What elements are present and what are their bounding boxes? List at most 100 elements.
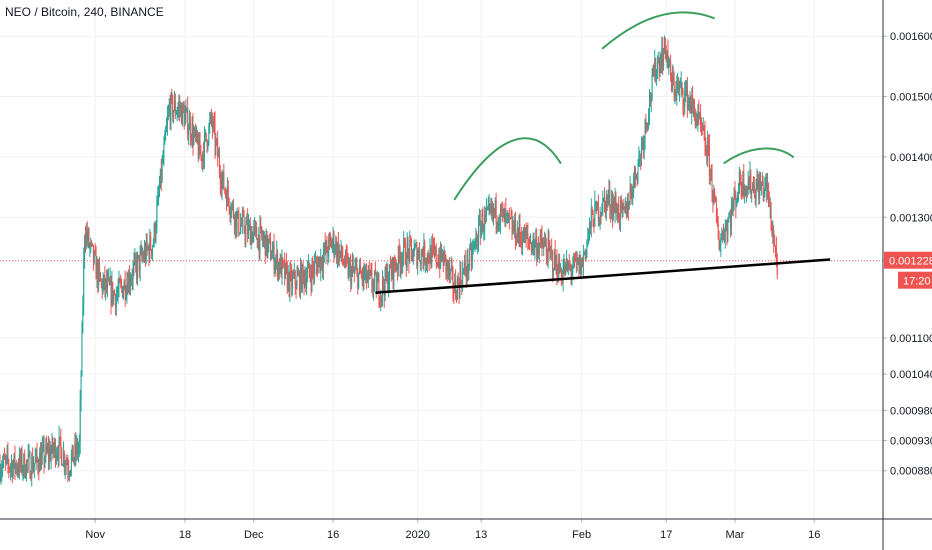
candle-body [376, 281, 378, 294]
candle-body [448, 263, 450, 275]
candle-body [493, 208, 495, 213]
candle-body [47, 447, 49, 452]
candle-body [392, 258, 394, 282]
candle-body [196, 131, 198, 137]
candle-body [138, 255, 140, 272]
candle-body [210, 113, 212, 120]
candle-body [248, 223, 250, 225]
candle-body [754, 196, 756, 198]
candle-body [607, 196, 609, 202]
candle-body [463, 261, 465, 271]
candle-body [456, 278, 458, 300]
candle-body [330, 240, 332, 249]
candle-body [597, 202, 599, 222]
candle-body [410, 240, 412, 242]
candle-body [44, 458, 46, 464]
candle-body [448, 263, 450, 272]
candle-body [163, 144, 165, 160]
candle-body [289, 270, 291, 293]
candle-body [713, 191, 715, 202]
candle-body [22, 469, 24, 472]
candle-body [722, 232, 724, 239]
candle-body [644, 120, 646, 139]
candle-body [634, 167, 636, 179]
candle-body [617, 204, 619, 219]
candle-body [355, 267, 357, 269]
candle-body [102, 282, 104, 292]
candle-body [386, 270, 388, 279]
candle-body [291, 272, 293, 288]
candle-body [495, 200, 497, 224]
candle-body [564, 264, 566, 275]
candle-body [91, 241, 93, 244]
candle-body [507, 213, 509, 215]
candle-body [290, 270, 292, 273]
y-tick-label: 0.001100 [890, 333, 932, 345]
x-tick-label: 17 [660, 529, 672, 541]
candle-body [127, 283, 129, 293]
candle-body [216, 140, 218, 142]
candle-body [687, 99, 689, 109]
candle-body [260, 225, 262, 227]
candle-body [570, 267, 572, 275]
candle-body [191, 124, 193, 141]
candle-body [4, 459, 6, 461]
candle-body [773, 230, 775, 246]
candle-body [731, 204, 733, 212]
candle-body [473, 243, 475, 247]
candle-body [219, 171, 221, 184]
candle-body [460, 271, 462, 283]
candle-body [118, 279, 120, 291]
candle-body [184, 114, 186, 126]
candle-body [325, 241, 327, 253]
candle-body [485, 212, 487, 215]
candle-body [632, 193, 634, 197]
candle-body [619, 200, 621, 221]
candle-body [500, 205, 502, 223]
candle-body [526, 233, 528, 237]
candle-body [534, 242, 536, 250]
candle-body [114, 292, 116, 295]
candle-body [1, 469, 3, 473]
candle-body [394, 258, 396, 267]
candle-body [479, 219, 481, 237]
candle-body [160, 168, 162, 181]
candle-body [674, 91, 676, 95]
candle-body [107, 278, 109, 280]
candle-body [580, 256, 582, 276]
candle-body [366, 278, 368, 283]
candle-body [36, 450, 38, 460]
candle-body [345, 251, 347, 257]
candle-body [156, 204, 158, 228]
candle-body [706, 151, 708, 161]
candle-body [89, 245, 91, 247]
candle-body [32, 458, 34, 472]
candle-body [199, 138, 201, 155]
candle-body [256, 239, 258, 248]
candle-body [441, 254, 443, 260]
candle-body [411, 249, 413, 262]
candle-body [750, 173, 752, 194]
candle-body [587, 238, 589, 243]
candle-body [206, 139, 208, 147]
candle-body [762, 181, 764, 196]
candle-body [631, 190, 633, 197]
candle-body [591, 208, 593, 214]
candle-body [308, 263, 310, 273]
candle-body [514, 218, 516, 232]
candle-body [433, 247, 435, 253]
candle-body [622, 204, 624, 209]
candle-body [723, 238, 725, 242]
candle-body [433, 245, 435, 248]
candle-body [717, 223, 719, 239]
candle-body [136, 262, 138, 276]
candle-body [732, 203, 734, 212]
y-tick-label: 0.000980 [890, 405, 932, 417]
candle-body [693, 102, 695, 114]
candle-body [552, 252, 554, 272]
candle-body [532, 236, 534, 247]
candle-body [124, 280, 126, 297]
candle-body [195, 128, 197, 137]
candle-body [363, 268, 365, 279]
candle-body [560, 271, 562, 280]
